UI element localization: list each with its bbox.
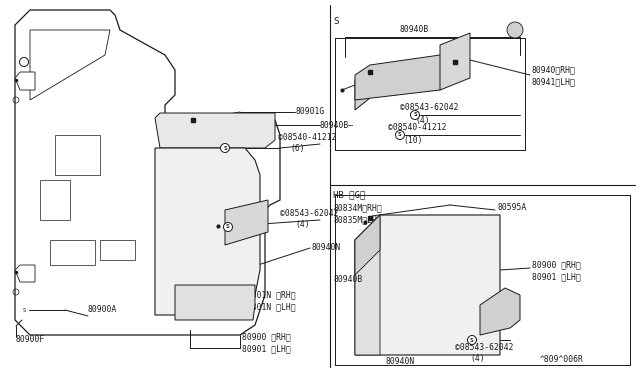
Text: S: S bbox=[470, 337, 474, 343]
Text: 80940B: 80940B bbox=[333, 276, 362, 285]
Polygon shape bbox=[155, 148, 260, 315]
Text: 80940N: 80940N bbox=[385, 357, 415, 366]
Polygon shape bbox=[480, 288, 520, 335]
Circle shape bbox=[221, 144, 230, 153]
Text: S: S bbox=[413, 112, 417, 118]
Polygon shape bbox=[50, 240, 95, 265]
Polygon shape bbox=[355, 68, 370, 110]
Text: ©08540-41212: ©08540-41212 bbox=[278, 134, 337, 142]
Polygon shape bbox=[440, 33, 470, 90]
Text: (4): (4) bbox=[470, 353, 484, 362]
Text: S: S bbox=[223, 145, 227, 151]
Text: S: S bbox=[22, 308, 26, 312]
Text: ^809^006R: ^809^006R bbox=[540, 356, 584, 365]
Text: 80801N 〈LH〉: 80801N 〈LH〉 bbox=[242, 302, 296, 311]
Polygon shape bbox=[40, 180, 70, 220]
Text: 80940〈RH〉: 80940〈RH〉 bbox=[532, 65, 576, 74]
Text: S: S bbox=[333, 17, 339, 26]
Polygon shape bbox=[355, 215, 380, 275]
Polygon shape bbox=[225, 200, 268, 245]
Text: ©08543-62042: ©08543-62042 bbox=[280, 209, 339, 218]
Text: (4): (4) bbox=[295, 219, 310, 228]
Polygon shape bbox=[100, 240, 135, 260]
Polygon shape bbox=[15, 265, 35, 282]
Text: 80940N: 80940N bbox=[312, 244, 341, 253]
Text: ©08540-41212: ©08540-41212 bbox=[388, 124, 447, 132]
Text: 80941〈LH〉: 80941〈LH〉 bbox=[532, 77, 576, 87]
Text: 80801N 〈RH〉: 80801N 〈RH〉 bbox=[242, 291, 296, 299]
Text: 80834M〈RH〉: 80834M〈RH〉 bbox=[333, 203, 381, 212]
Text: (6): (6) bbox=[290, 144, 305, 153]
Text: 80595A: 80595A bbox=[497, 202, 526, 212]
Polygon shape bbox=[355, 215, 380, 355]
Text: 80835M〈LH〉: 80835M〈LH〉 bbox=[333, 215, 381, 224]
Polygon shape bbox=[355, 55, 445, 100]
Text: ©08543-62042: ©08543-62042 bbox=[400, 103, 458, 112]
Polygon shape bbox=[15, 72, 35, 90]
Circle shape bbox=[410, 110, 419, 119]
Text: (4): (4) bbox=[415, 115, 429, 125]
Text: S: S bbox=[398, 132, 402, 138]
Circle shape bbox=[507, 22, 523, 38]
Text: 80940B—: 80940B— bbox=[320, 121, 354, 129]
Text: ©08543-62042: ©08543-62042 bbox=[455, 343, 513, 353]
Circle shape bbox=[396, 131, 404, 140]
Text: 80900 〈RH〉: 80900 〈RH〉 bbox=[242, 333, 291, 341]
Text: HB 〈G〉: HB 〈G〉 bbox=[333, 190, 365, 199]
Text: 80901G: 80901G bbox=[296, 108, 325, 116]
Polygon shape bbox=[15, 10, 280, 335]
Text: 80940B: 80940B bbox=[400, 26, 429, 35]
Text: 80900F: 80900F bbox=[16, 336, 45, 344]
Polygon shape bbox=[175, 285, 255, 320]
Text: 80901 〈LH〉: 80901 〈LH〉 bbox=[532, 273, 580, 282]
Polygon shape bbox=[155, 113, 275, 148]
Text: (10): (10) bbox=[403, 135, 422, 144]
Text: S: S bbox=[226, 224, 230, 230]
Text: 80901 〈LH〉: 80901 〈LH〉 bbox=[242, 344, 291, 353]
Circle shape bbox=[223, 222, 232, 231]
Text: 80900A: 80900A bbox=[88, 305, 117, 314]
Text: 80900 〈RH〉: 80900 〈RH〉 bbox=[532, 260, 580, 269]
Circle shape bbox=[467, 336, 477, 344]
Polygon shape bbox=[30, 30, 110, 100]
Circle shape bbox=[19, 58, 29, 67]
Polygon shape bbox=[55, 135, 100, 175]
Polygon shape bbox=[355, 215, 500, 355]
